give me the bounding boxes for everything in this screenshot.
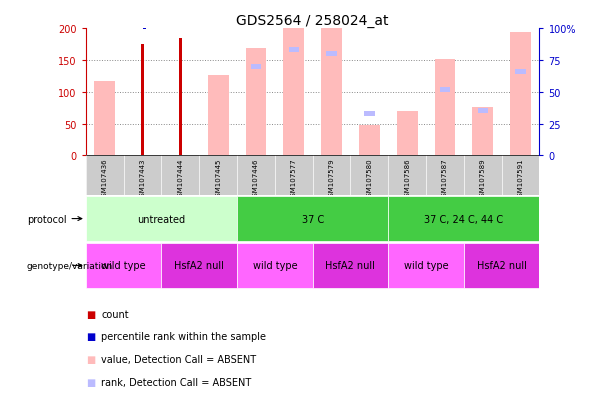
Bar (435, 59, 455, 156)
Text: GSM107436: GSM107436 (102, 158, 108, 200)
Text: genotype/variation: genotype/variation (27, 261, 113, 270)
Text: GSM107443: GSM107443 (140, 158, 145, 200)
Bar (179, 38, 182, 156)
Text: percentile rank within the sample: percentile rank within the sample (101, 332, 266, 342)
Text: wild type: wild type (101, 261, 146, 271)
Text: GSM107579: GSM107579 (329, 158, 335, 200)
Text: value, Detection Call = ABSENT: value, Detection Call = ABSENT (101, 354, 256, 364)
Text: rank, Detection Call = ABSENT: rank, Detection Call = ABSENT (101, 377, 251, 387)
Bar (180, 23, 184, 28)
Text: GSM107577: GSM107577 (291, 158, 297, 200)
Bar (397, 112, 417, 156)
Text: ■: ■ (86, 377, 95, 387)
Bar (464, 243, 539, 288)
Text: wild type: wild type (253, 261, 297, 271)
Text: ■: ■ (86, 332, 95, 342)
Bar (388, 243, 464, 288)
Text: GSM107580: GSM107580 (367, 158, 372, 200)
Text: wild type: wild type (404, 261, 448, 271)
Text: count: count (101, 309, 129, 319)
Text: HsfA2 null: HsfA2 null (477, 261, 527, 271)
Text: ■: ■ (86, 309, 95, 319)
Bar (142, 25, 146, 30)
Bar (289, 48, 299, 53)
Bar (516, 69, 526, 75)
Bar (246, 49, 266, 156)
Bar (86, 197, 237, 242)
Bar (473, 108, 493, 156)
Text: untreated: untreated (137, 214, 186, 224)
Bar (510, 33, 531, 156)
Bar (86, 243, 161, 288)
Bar (208, 76, 229, 156)
Text: GSM107445: GSM107445 (215, 158, 221, 200)
Bar (359, 126, 379, 156)
Text: GSM107444: GSM107444 (177, 158, 183, 200)
Text: GSM107591: GSM107591 (517, 158, 524, 200)
Text: GSM107589: GSM107589 (480, 158, 485, 200)
Bar (141, 45, 144, 156)
Bar (364, 112, 375, 116)
Bar (440, 88, 450, 93)
Text: 37 C, 24 C, 44 C: 37 C, 24 C, 44 C (424, 214, 503, 224)
Bar (388, 197, 539, 242)
Text: GSM107446: GSM107446 (253, 158, 259, 200)
Bar (251, 64, 261, 69)
Text: GSM107587: GSM107587 (442, 158, 448, 200)
Bar (237, 197, 388, 242)
Bar (94, 82, 115, 156)
Text: protocol: protocol (27, 214, 82, 224)
Text: HsfA2 null: HsfA2 null (326, 261, 375, 271)
Bar (161, 243, 237, 288)
Text: ■: ■ (86, 354, 95, 364)
Bar (313, 243, 388, 288)
Text: GSM107586: GSM107586 (404, 158, 410, 200)
Bar (321, 17, 342, 156)
Bar (326, 52, 337, 57)
Bar (237, 243, 313, 288)
Bar (283, 11, 304, 156)
Text: 37 C: 37 C (302, 214, 324, 224)
Title: GDS2564 / 258024_at: GDS2564 / 258024_at (237, 14, 389, 28)
Text: HsfA2 null: HsfA2 null (174, 261, 224, 271)
Bar (478, 109, 488, 114)
